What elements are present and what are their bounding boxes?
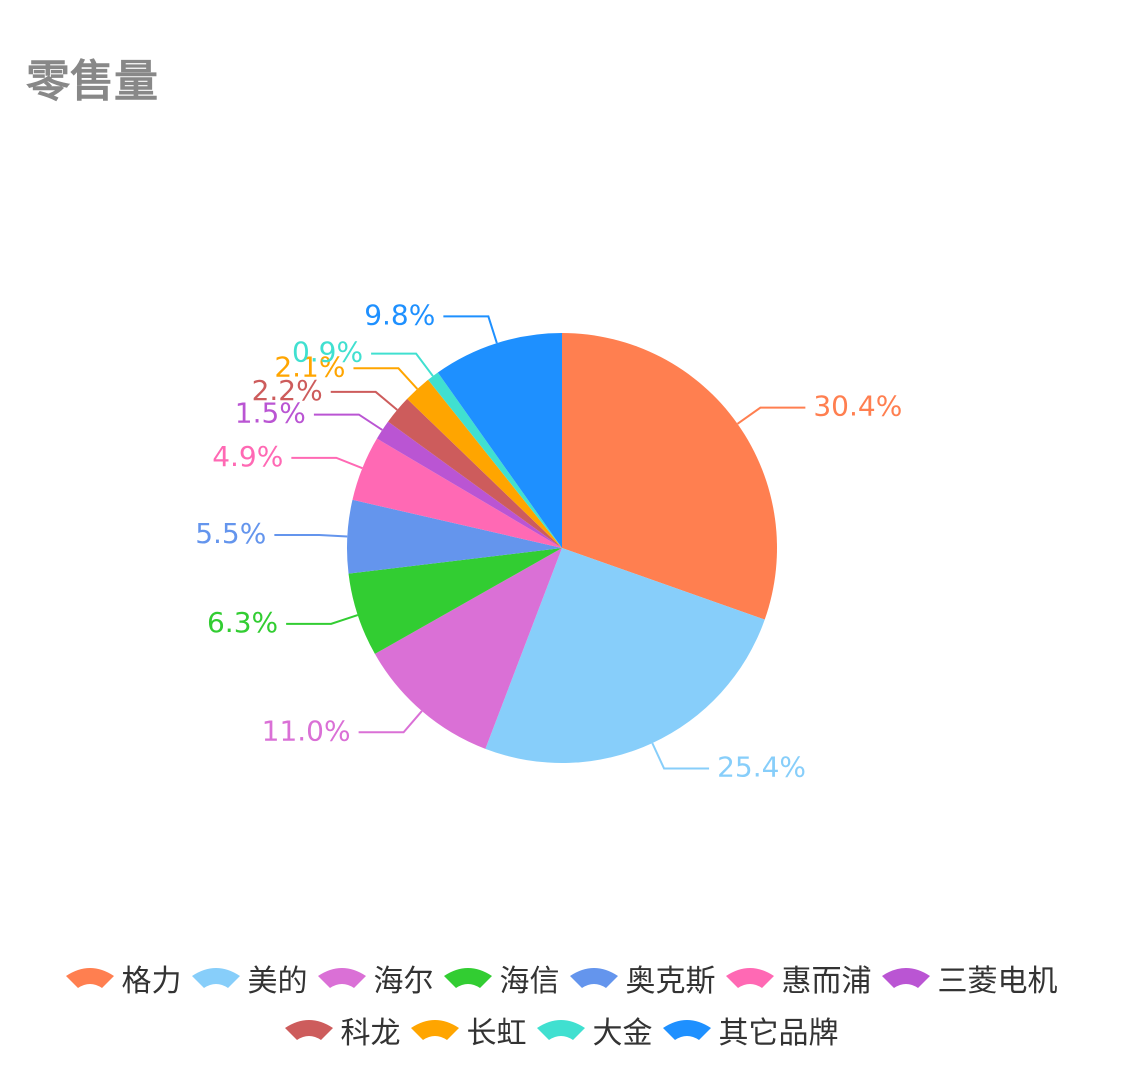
- leader-line: [736, 406, 806, 425]
- legend-label: 三菱电机: [937, 964, 1058, 999]
- pie-slice: [347, 499, 562, 574]
- legend-swatch: [65, 968, 114, 988]
- legend-row: 科龙 长虹 大金 其它品牌: [0, 1004, 1121, 1056]
- leader-line: [274, 534, 348, 538]
- legend-swatch: [569, 968, 618, 988]
- legend-label: 惠而浦: [781, 964, 872, 999]
- leader-line: [330, 390, 398, 411]
- legend-swatch: [284, 1020, 333, 1040]
- legend-swatch: [725, 968, 774, 988]
- leader-line: [353, 367, 419, 390]
- pie-slice: [437, 333, 562, 548]
- legend-label: 海信: [499, 964, 560, 999]
- leader-line: [291, 456, 363, 470]
- legend-item[interactable]: 海信: [442, 956, 560, 1000]
- pie-slice: [348, 548, 562, 654]
- legend-item[interactable]: 海尔: [316, 956, 434, 1000]
- pie-slice: [485, 548, 765, 763]
- legend-icon: [410, 1020, 459, 1040]
- data-label: 5.5%: [195, 517, 266, 550]
- legend-item[interactable]: 奥克斯: [568, 956, 716, 1000]
- legend-row: 格力 美的 海尔 海信 奥克斯 惠而浦 三菱电机: [0, 952, 1121, 1004]
- legend-item[interactable]: 三菱电机: [880, 956, 1058, 1000]
- data-label: 2.2%: [252, 374, 323, 407]
- data-label: 6.3%: [207, 606, 278, 639]
- legend-item[interactable]: 科龙: [283, 1008, 401, 1052]
- legend-item[interactable]: 格力: [64, 956, 182, 1000]
- pie-slice: [376, 421, 562, 548]
- legend-icon: [443, 968, 492, 988]
- legend-swatch: [191, 968, 240, 988]
- leader-line: [358, 710, 423, 734]
- data-label: 25.4%: [717, 751, 806, 784]
- legend-swatch: [662, 1020, 711, 1040]
- legend-item[interactable]: 长虹: [409, 1008, 527, 1052]
- legend-icon: [317, 968, 366, 988]
- pie-slice: [388, 398, 562, 548]
- legend-icon: [725, 968, 774, 988]
- legend-swatch: [881, 968, 930, 988]
- legend-swatch: [317, 968, 366, 988]
- legend-label: 长虹: [466, 1016, 527, 1051]
- pie-slice: [374, 548, 562, 749]
- legend-icon: [536, 1020, 585, 1040]
- leader-line: [286, 614, 359, 625]
- leader-line: [651, 742, 710, 770]
- legend-label: 格力: [121, 964, 182, 999]
- data-label: 0.9%: [292, 336, 363, 369]
- leader-line: [371, 352, 434, 377]
- legend-item[interactable]: 美的: [190, 956, 308, 1000]
- chart-title: 零售量: [26, 56, 158, 107]
- data-label: 9.8%: [364, 298, 435, 331]
- data-label: 1.5%: [235, 397, 306, 430]
- data-label: 4.9%: [212, 440, 283, 473]
- legend-icon: [569, 968, 618, 988]
- legend: 格力 美的 海尔 海信 奥克斯 惠而浦 三菱电机科龙 长虹 大金 其它品牌: [0, 952, 1121, 1056]
- data-label: 11.0%: [262, 714, 351, 747]
- leader-line: [443, 315, 498, 344]
- legend-item[interactable]: 大金: [535, 1008, 653, 1052]
- legend-icon: [662, 1020, 711, 1040]
- legend-label: 其它品牌: [718, 1016, 839, 1051]
- legend-label: 奥克斯: [625, 964, 716, 999]
- pie-slice: [428, 372, 562, 548]
- legend-icon: [881, 968, 930, 988]
- legend-icon: [284, 1020, 333, 1040]
- legend-label: 海尔: [373, 964, 434, 999]
- pie-slice: [407, 379, 562, 548]
- leader-line: [313, 413, 383, 431]
- legend-icon: [65, 968, 114, 988]
- legend-label: 科龙: [340, 1016, 401, 1051]
- legend-swatch: [443, 968, 492, 988]
- legend-item[interactable]: 惠而浦: [724, 956, 872, 1000]
- legend-label: 大金: [592, 1016, 653, 1051]
- legend-swatch: [410, 1020, 459, 1040]
- legend-item[interactable]: 其它品牌: [661, 1008, 839, 1052]
- legend-swatch: [536, 1020, 585, 1040]
- data-label: 2.1%: [274, 350, 345, 383]
- data-label: 30.4%: [813, 390, 902, 423]
- pie-slice: [352, 438, 562, 548]
- chart: 零售量 30.4% 25.4% 11.0% 6.3% 5.5% 4.9% 1.5%2.2%2…: [26, 56, 902, 784]
- legend-label: 美的: [247, 964, 308, 999]
- pie-slice: [562, 333, 777, 620]
- legend-icon: [191, 968, 240, 988]
